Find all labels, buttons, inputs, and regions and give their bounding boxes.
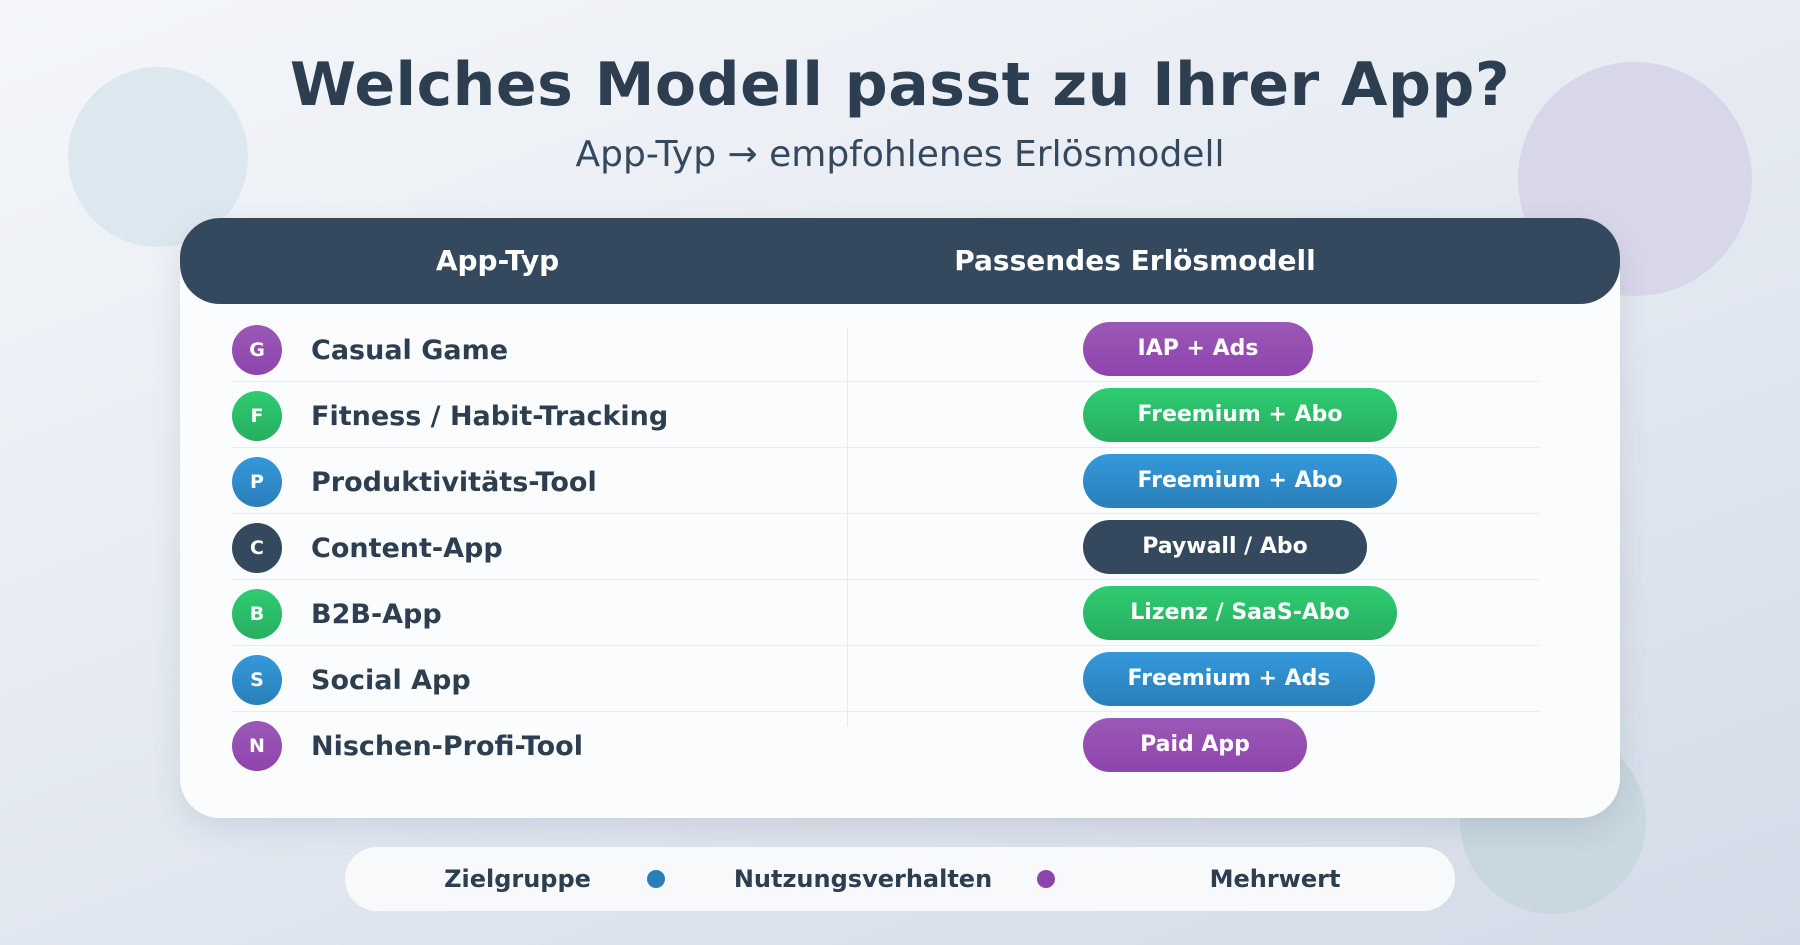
legend-item-mehrwert: Mehrwert — [1209, 865, 1341, 893]
app-type-label: Content-App — [311, 533, 503, 564]
row-divider — [232, 381, 1540, 382]
app-type-label: B2B-App — [311, 599, 442, 630]
table-row: F Fitness / Habit-Tracking Freemium + Ab… — [232, 382, 1540, 448]
letter-badge: G — [232, 325, 282, 375]
revenue-model-pill: Paywall / Abo — [1083, 520, 1367, 574]
column-header-app-type: App-Typ — [435, 244, 560, 277]
app-type-label: Casual Game — [311, 335, 509, 366]
app-type-label: Nischen-Profi-Tool — [311, 731, 583, 762]
revenue-model-pill: IAP + Ads — [1083, 322, 1313, 376]
table-row: S Social App Freemium + Ads — [232, 646, 1540, 712]
column-header-revenue-model: Passendes Erlösmodell — [954, 244, 1316, 277]
legend-item-zielgruppe: Zielgruppe — [444, 865, 591, 893]
row-divider — [232, 645, 1540, 646]
table-row: N Nischen-Profi-Tool Paid App — [232, 712, 1540, 778]
legend-item-nutzungsverhalten: Nutzungsverhalten — [733, 865, 993, 893]
revenue-model-pill: Freemium + Abo — [1083, 454, 1397, 508]
revenue-model-pill: Freemium + Ads — [1083, 652, 1375, 706]
row-divider — [232, 579, 1540, 580]
row-divider — [232, 513, 1540, 514]
table-row: C Content-App Paywall / Abo — [232, 514, 1540, 580]
app-type-label: Fitness / Habit-Tracking — [311, 401, 669, 432]
letter-badge: C — [232, 523, 282, 573]
legend-dot — [1037, 870, 1055, 888]
page-title: Welches Modell passt zu Ihrer App? — [289, 50, 1511, 120]
letter-badge: S — [232, 655, 282, 705]
letter-badge: F — [232, 391, 282, 441]
table-row: G Casual Game IAP + Ads — [232, 316, 1540, 382]
row-divider — [232, 447, 1540, 448]
decorative-circle — [68, 67, 248, 247]
revenue-model-pill: Freemium + Abo — [1083, 388, 1397, 442]
recommendation-table: App-Typ Passendes Erlösmodell G Casual G… — [180, 218, 1620, 818]
column-divider — [847, 328, 848, 726]
app-type-label: Produktivitäts-Tool — [311, 467, 597, 498]
letter-badge: P — [232, 457, 282, 507]
table-row: B B2B-App Lizenz / SaaS-Abo — [232, 580, 1540, 646]
table-header: App-Typ Passendes Erlösmodell — [180, 218, 1620, 304]
page-subtitle: App-Typ → empfohlenes Erlösmodell — [575, 134, 1225, 175]
legend-dot — [647, 870, 665, 888]
revenue-model-pill: Lizenz / SaaS-Abo — [1083, 586, 1397, 640]
legend-bar: Zielgruppe Nutzungsverhalten Mehrwert — [345, 847, 1455, 911]
letter-badge: B — [232, 589, 282, 639]
app-type-label: Social App — [311, 665, 471, 696]
row-divider — [232, 711, 1540, 712]
letter-badge: N — [232, 721, 282, 771]
revenue-model-pill: Paid App — [1083, 718, 1307, 772]
table-row: P Produktivitäts-Tool Freemium + Abo — [232, 448, 1540, 514]
